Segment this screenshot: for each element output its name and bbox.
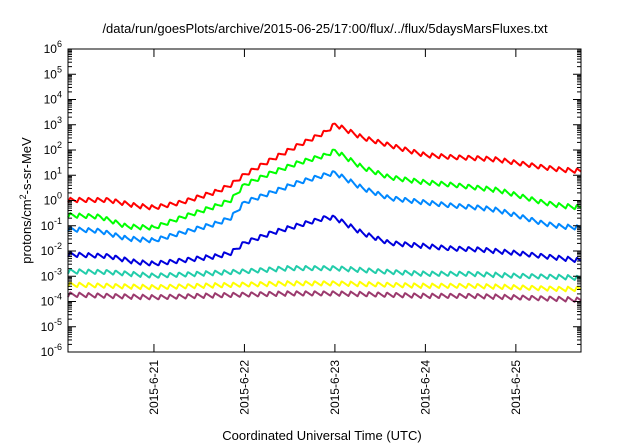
y-tick-label: 102 [44, 140, 62, 157]
series-line-1 [67, 148, 582, 231]
y-tick-label: 10-4 [41, 292, 62, 309]
y-tick-label: 10-3 [41, 266, 62, 283]
y-axis-title: protons/cm2-s-sr-MeV [18, 137, 34, 264]
series-line-4 [67, 265, 582, 281]
series-line-5 [67, 280, 582, 293]
x-tick-label: 2015-6-22 [237, 360, 251, 415]
x-tick-label: 2015-6-24 [418, 360, 432, 415]
chart-title: /data/run/goesPlots/archive/2015-06-25/1… [102, 21, 548, 36]
y-tick-label: 10-2 [41, 241, 62, 258]
y-tick-label: 101 [44, 165, 62, 182]
y-tick-label: 10-1 [41, 216, 62, 233]
y-tick-label: 103 [44, 115, 62, 132]
x-axis-title: Coordinated Universal Time (UTC) [222, 428, 421, 443]
y-tick-label: 10-6 [41, 342, 62, 359]
x-tick-label: 2015-6-23 [328, 360, 342, 415]
y-tick-label: 104 [44, 90, 62, 107]
tick-layer: 10-6 10-5 10-4 10-3 10-2 10-1 100 101 102 103 104 1… [41, 39, 581, 415]
y-axis-title-text: protons/cm2-s-sr-MeV [18, 137, 34, 264]
series-line-6 [67, 290, 582, 303]
y-tick-label: 100 [44, 191, 62, 208]
series-line-2 [67, 170, 582, 244]
y-tick-label: 106 [44, 39, 62, 56]
plot-frame [67, 48, 582, 353]
y-tick-label: 10-5 [41, 317, 62, 334]
x-tick-label: 2015-6-21 [147, 360, 161, 415]
series-line-3 [67, 214, 582, 267]
series-line-0 [67, 122, 582, 211]
y-tick-label: 105 [44, 64, 62, 81]
x-tick-label: 2015-6-25 [509, 360, 523, 415]
series-layer [67, 122, 582, 303]
